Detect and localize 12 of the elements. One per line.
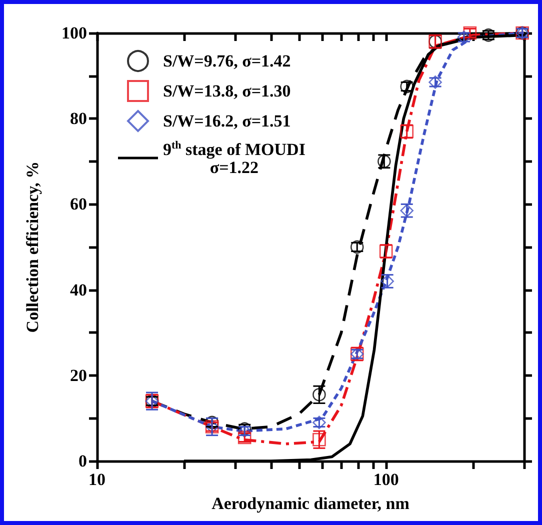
y-tick-label: 100	[62, 24, 87, 42]
y-tick-label: 80	[70, 109, 87, 128]
legend-label: S/W=13.8, σ=1.30	[162, 82, 291, 100]
y-axis-title: Collection efficiency, %	[23, 161, 42, 333]
x-axis-title: Aerodynamic diameter, nm	[212, 494, 410, 513]
y-tick-label: 60	[70, 194, 87, 214]
legend-label: S/W=16.2, σ=1.51	[162, 112, 291, 130]
x-tick-label: 10	[88, 470, 106, 489]
legend-label: S/W=9.76, σ=1.42	[162, 52, 291, 70]
y-tick-label: 0	[78, 452, 87, 470]
y-tick-label: 20	[70, 366, 87, 385]
y-tick-label: 40	[70, 280, 87, 300]
